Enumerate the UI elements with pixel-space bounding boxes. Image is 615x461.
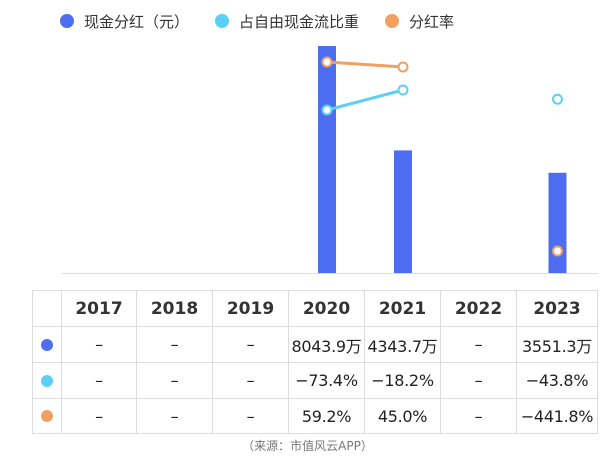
- legend-item-dividend[interactable]: 现金分红（元）: [60, 11, 189, 32]
- table-cell-dividend-2023: 3551.3万: [517, 327, 598, 363]
- table-cell-payout-2021: 45.0%: [365, 399, 441, 434]
- row-ratio-dot-icon: [41, 374, 53, 387]
- chart-legend: 现金分红（元） 占自由现金流比重 分红率: [60, 8, 454, 34]
- table-cell-payout-2020: 59.2%: [289, 399, 365, 434]
- legend-item-ratio[interactable]: 占自由现金流比重: [215, 11, 359, 32]
- table-year-2020: 2020: [289, 291, 365, 327]
- table-cell-dividend-2021: 4343.7万: [365, 327, 441, 363]
- table-cell-ratio-2017: –: [62, 363, 137, 399]
- table-cell-dividend-2022: –: [441, 327, 517, 363]
- bar-dividend-2020: [318, 46, 336, 273]
- table-row-payout-marker: [32, 399, 62, 434]
- point-ratio-2023: [552, 93, 563, 105]
- legend-payout-dot-icon: [385, 14, 400, 28]
- row-payout-dot-icon: [41, 410, 53, 422]
- table-cell-ratio-2021: −18.2%: [365, 363, 441, 399]
- table-year-2023: 2023: [517, 291, 598, 327]
- table-year-2019: 2019: [213, 291, 289, 327]
- table-cell-dividend-2018: –: [137, 327, 213, 363]
- table-cell-payout-2018: –: [137, 399, 213, 434]
- line-payout-segment-2020: [325, 60, 405, 69]
- bar-dividend-2021: [394, 150, 412, 273]
- table-cell-payout-2022: –: [441, 399, 517, 434]
- row-dividend-dot-icon: [41, 338, 53, 351]
- table-cell-dividend-2017: –: [62, 327, 137, 363]
- table-corner-cell: [32, 291, 62, 327]
- chart-plot-area: [62, 46, 598, 274]
- legend-payout-label: 分红率: [409, 12, 455, 31]
- legend-dividend-dot-icon: [60, 14, 74, 28]
- table-cell-ratio-2023: −43.8%: [517, 363, 598, 399]
- legend-dividend-label: 现金分红（元）: [84, 12, 190, 31]
- point-payout-2023: [552, 245, 563, 257]
- point-payout-2021: [397, 61, 409, 73]
- table-year-2022: 2022: [441, 291, 517, 327]
- table-cell-dividend-2020: 8043.9万: [289, 327, 365, 363]
- table-row-dividend-marker: [32, 327, 62, 363]
- data-table: 2017 2018 2019 2020 2021 2022 2023– – –8043.9万 43…: [32, 290, 598, 434]
- table-cell-payout-2023: −441.8%: [517, 399, 598, 434]
- point-ratio-2020: [321, 104, 333, 116]
- line-ratio-segment-2020: [325, 88, 405, 112]
- table-cell-payout-2017: –: [62, 399, 137, 434]
- point-payout-2020: [321, 56, 333, 68]
- table-year-2018: 2018: [137, 291, 213, 327]
- table-year-2017: 2017: [62, 291, 137, 327]
- legend-item-payout[interactable]: 分红率: [385, 11, 454, 32]
- table-year-2021: 2021: [365, 291, 441, 327]
- source-note: （来源：市值风云APP）: [242, 439, 373, 453]
- legend-ratio-label: 占自由现金流比重: [239, 12, 360, 31]
- legend-ratio-dot-icon: [215, 14, 230, 28]
- table-cell-payout-2019: –: [213, 399, 289, 434]
- table-row-ratio-marker: [32, 363, 62, 399]
- table-cell-dividend-2019: –: [213, 327, 289, 363]
- table-cell-ratio-2022: –: [441, 363, 517, 399]
- table-cell-ratio-2018: –: [137, 363, 213, 399]
- bar-dividend-2023: [548, 172, 567, 273]
- table-cell-ratio-2019: –: [213, 363, 289, 399]
- point-ratio-2021: [397, 84, 409, 96]
- table-cell-ratio-2020: −73.4%: [289, 363, 365, 399]
